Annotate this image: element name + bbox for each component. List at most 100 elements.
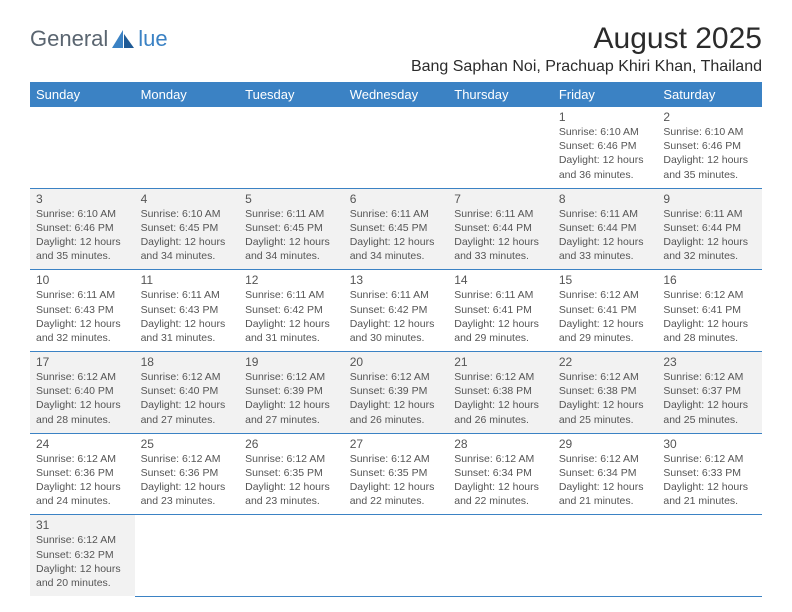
daylight-text: Daylight: 12 hours and 26 minutes. (350, 398, 443, 426)
calendar-cell: 28Sunrise: 6:12 AMSunset: 6:34 PMDayligh… (448, 433, 553, 515)
sunrise-text: Sunrise: 6:12 AM (559, 452, 652, 466)
sunrise-text: Sunrise: 6:12 AM (141, 370, 234, 384)
calendar-cell (239, 515, 344, 596)
day-header: Saturday (657, 82, 762, 107)
sunrise-text: Sunrise: 6:12 AM (663, 452, 756, 466)
day-number: 29 (559, 437, 652, 451)
day-number: 16 (663, 273, 756, 287)
daylight-text: Daylight: 12 hours and 34 minutes. (245, 235, 338, 263)
sunset-text: Sunset: 6:42 PM (245, 303, 338, 317)
day-number: 26 (245, 437, 338, 451)
daylight-text: Daylight: 12 hours and 28 minutes. (663, 317, 756, 345)
day-number: 2 (663, 110, 756, 124)
sunset-text: Sunset: 6:40 PM (36, 384, 129, 398)
sunset-text: Sunset: 6:38 PM (454, 384, 547, 398)
sunrise-text: Sunrise: 6:11 AM (663, 207, 756, 221)
sunset-text: Sunset: 6:35 PM (350, 466, 443, 480)
sunset-text: Sunset: 6:32 PM (36, 548, 129, 562)
sunrise-text: Sunrise: 6:11 AM (350, 207, 443, 221)
daylight-text: Daylight: 12 hours and 35 minutes. (36, 235, 129, 263)
sunset-text: Sunset: 6:35 PM (245, 466, 338, 480)
day-header: Thursday (448, 82, 553, 107)
calendar-cell (553, 515, 658, 596)
logo: General lue (30, 22, 168, 52)
sunrise-text: Sunrise: 6:12 AM (559, 370, 652, 384)
calendar-row: 24Sunrise: 6:12 AMSunset: 6:36 PMDayligh… (30, 433, 762, 515)
logo-text-blue: lue (138, 26, 167, 52)
day-number: 30 (663, 437, 756, 451)
sunset-text: Sunset: 6:36 PM (141, 466, 234, 480)
sunset-text: Sunset: 6:45 PM (245, 221, 338, 235)
day-number: 31 (36, 518, 129, 532)
sunset-text: Sunset: 6:33 PM (663, 466, 756, 480)
daylight-text: Daylight: 12 hours and 26 minutes. (454, 398, 547, 426)
calendar-cell: 27Sunrise: 6:12 AMSunset: 6:35 PMDayligh… (344, 433, 449, 515)
calendar-cell (135, 107, 240, 188)
daylight-text: Daylight: 12 hours and 29 minutes. (454, 317, 547, 345)
calendar-cell: 7Sunrise: 6:11 AMSunset: 6:44 PMDaylight… (448, 188, 553, 270)
calendar-cell: 31Sunrise: 6:12 AMSunset: 6:32 PMDayligh… (30, 515, 135, 596)
day-number: 12 (245, 273, 338, 287)
sunset-text: Sunset: 6:37 PM (663, 384, 756, 398)
calendar-cell (344, 515, 449, 596)
calendar-cell: 11Sunrise: 6:11 AMSunset: 6:43 PMDayligh… (135, 270, 240, 352)
day-number: 8 (559, 192, 652, 206)
sunrise-text: Sunrise: 6:12 AM (350, 370, 443, 384)
daylight-text: Daylight: 12 hours and 25 minutes. (559, 398, 652, 426)
sunset-text: Sunset: 6:46 PM (663, 139, 756, 153)
daylight-text: Daylight: 12 hours and 25 minutes. (663, 398, 756, 426)
calendar-cell: 21Sunrise: 6:12 AMSunset: 6:38 PMDayligh… (448, 352, 553, 434)
daylight-text: Daylight: 12 hours and 34 minutes. (141, 235, 234, 263)
calendar-cell: 22Sunrise: 6:12 AMSunset: 6:38 PMDayligh… (553, 352, 658, 434)
sunset-text: Sunset: 6:40 PM (141, 384, 234, 398)
calendar-cell: 9Sunrise: 6:11 AMSunset: 6:44 PMDaylight… (657, 188, 762, 270)
header: General lue August 2025 Bang Saphan Noi,… (30, 22, 762, 76)
day-number: 22 (559, 355, 652, 369)
daylight-text: Daylight: 12 hours and 22 minutes. (350, 480, 443, 508)
daylight-text: Daylight: 12 hours and 32 minutes. (36, 317, 129, 345)
day-header: Friday (553, 82, 658, 107)
sunset-text: Sunset: 6:43 PM (141, 303, 234, 317)
calendar-cell: 15Sunrise: 6:12 AMSunset: 6:41 PMDayligh… (553, 270, 658, 352)
day-number: 21 (454, 355, 547, 369)
day-number: 11 (141, 273, 234, 287)
day-number: 19 (245, 355, 338, 369)
daylight-text: Daylight: 12 hours and 34 minutes. (350, 235, 443, 263)
title-block: August 2025 Bang Saphan Noi, Prachuap Kh… (411, 22, 762, 76)
calendar-row: 10Sunrise: 6:11 AMSunset: 6:43 PMDayligh… (30, 270, 762, 352)
daylight-text: Daylight: 12 hours and 36 minutes. (559, 153, 652, 181)
sunset-text: Sunset: 6:34 PM (454, 466, 547, 480)
daylight-text: Daylight: 12 hours and 35 minutes. (663, 153, 756, 181)
daylight-text: Daylight: 12 hours and 32 minutes. (663, 235, 756, 263)
sunset-text: Sunset: 6:45 PM (350, 221, 443, 235)
sunrise-text: Sunrise: 6:12 AM (36, 452, 129, 466)
calendar-cell: 6Sunrise: 6:11 AMSunset: 6:45 PMDaylight… (344, 188, 449, 270)
sunset-text: Sunset: 6:39 PM (245, 384, 338, 398)
daylight-text: Daylight: 12 hours and 33 minutes. (454, 235, 547, 263)
sunrise-text: Sunrise: 6:10 AM (559, 125, 652, 139)
calendar-table: Sunday Monday Tuesday Wednesday Thursday… (30, 82, 762, 597)
daylight-text: Daylight: 12 hours and 24 minutes. (36, 480, 129, 508)
calendar-cell: 25Sunrise: 6:12 AMSunset: 6:36 PMDayligh… (135, 433, 240, 515)
day-number: 17 (36, 355, 129, 369)
daylight-text: Daylight: 12 hours and 21 minutes. (663, 480, 756, 508)
calendar-cell: 13Sunrise: 6:11 AMSunset: 6:42 PMDayligh… (344, 270, 449, 352)
day-number: 24 (36, 437, 129, 451)
sunrise-text: Sunrise: 6:12 AM (559, 288, 652, 302)
location: Bang Saphan Noi, Prachuap Khiri Khan, Th… (411, 58, 762, 76)
calendar-cell: 14Sunrise: 6:11 AMSunset: 6:41 PMDayligh… (448, 270, 553, 352)
day-number: 4 (141, 192, 234, 206)
day-number: 15 (559, 273, 652, 287)
sunset-text: Sunset: 6:34 PM (559, 466, 652, 480)
sunrise-text: Sunrise: 6:11 AM (245, 207, 338, 221)
daylight-text: Daylight: 12 hours and 28 minutes. (36, 398, 129, 426)
day-number: 18 (141, 355, 234, 369)
calendar-cell (448, 515, 553, 596)
calendar-cell (30, 107, 135, 188)
daylight-text: Daylight: 12 hours and 22 minutes. (454, 480, 547, 508)
daylight-text: Daylight: 12 hours and 29 minutes. (559, 317, 652, 345)
daylight-text: Daylight: 12 hours and 30 minutes. (350, 317, 443, 345)
calendar-cell (239, 107, 344, 188)
sunrise-text: Sunrise: 6:12 AM (36, 533, 129, 547)
sunrise-text: Sunrise: 6:11 AM (454, 288, 547, 302)
